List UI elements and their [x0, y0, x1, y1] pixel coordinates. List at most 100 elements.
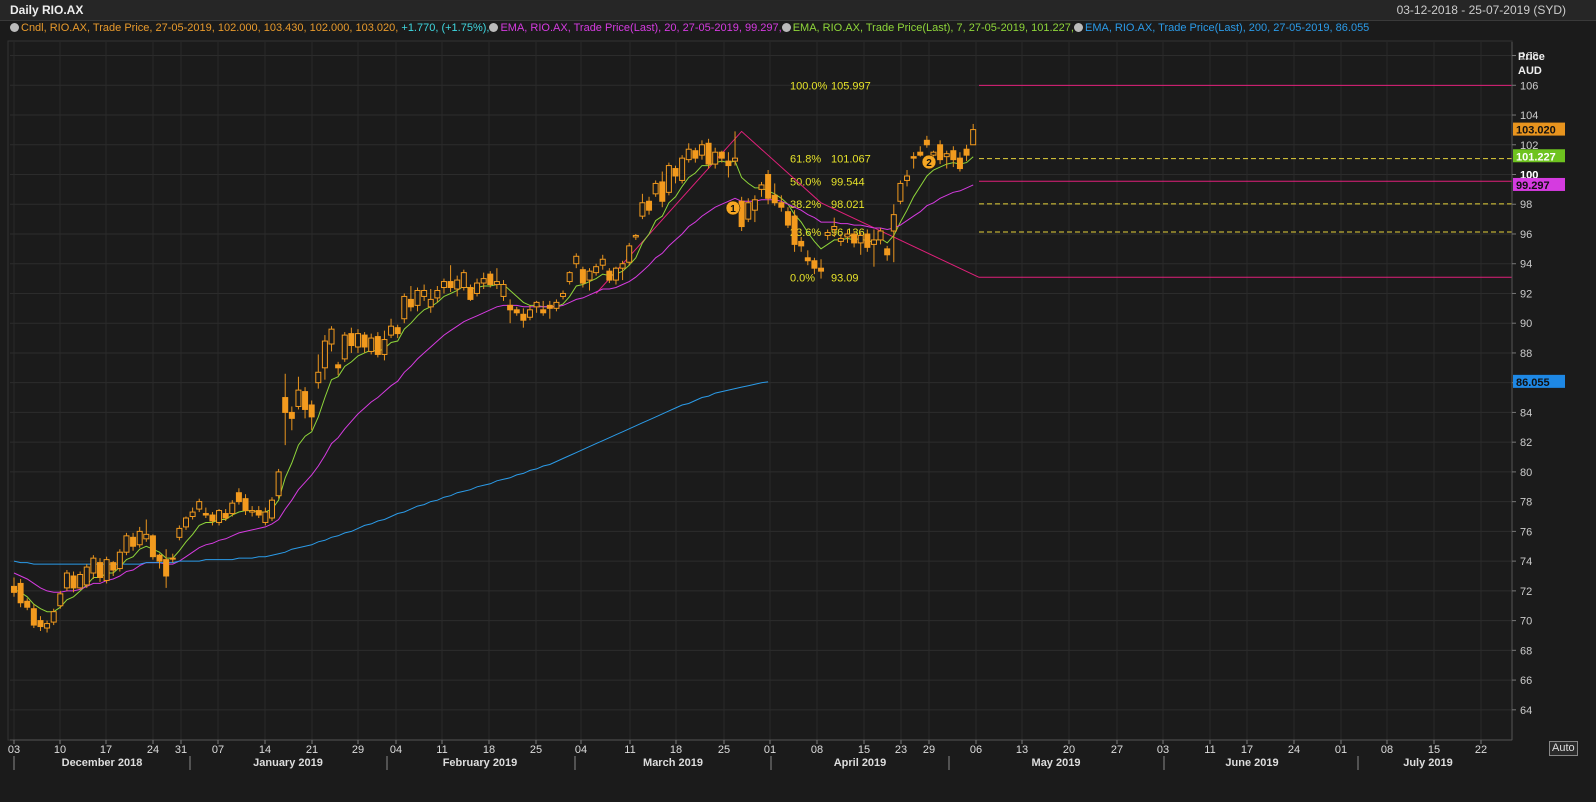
x-tick-label: 15 [858, 744, 870, 756]
month-label: February 2019 [443, 757, 518, 769]
candle-body [732, 157, 739, 162]
candle-body [586, 270, 593, 281]
candle-body [130, 536, 137, 547]
ema200-settings-icon[interactable] [1073, 23, 1083, 32]
candle-body [176, 527, 183, 538]
y-tick-label: 82 [1520, 437, 1532, 449]
candle-body [824, 231, 831, 236]
candle-body [381, 339, 388, 355]
candle-body [143, 533, 150, 540]
candle-body [963, 148, 970, 156]
candle-body [182, 517, 189, 528]
candle-body [209, 514, 216, 522]
candle-body [474, 282, 481, 294]
month-label: April 2019 [834, 757, 887, 769]
y-tick-label: 90 [1520, 318, 1532, 330]
candle-body [851, 233, 858, 244]
x-tick-label: 14 [259, 744, 271, 756]
y-tick-label: 72 [1520, 586, 1532, 598]
month-label: January 2019 [253, 757, 323, 769]
x-tick-label: 07 [212, 744, 224, 756]
candle-body [11, 585, 17, 593]
x-tick-label: 08 [1381, 744, 1393, 756]
candle-body [493, 281, 500, 286]
candle-body [950, 150, 957, 161]
ema20-settings-icon[interactable] [489, 23, 499, 32]
candle-body [77, 574, 84, 589]
x-tick-label: 25 [718, 744, 730, 756]
y-tick-label: 74 [1520, 556, 1532, 568]
candle-body [778, 202, 785, 208]
legend-ema200: EMA, RIO.AX, Trade Price(Last), 200, 27-… [1084, 22, 1370, 34]
candle-body [90, 557, 97, 574]
wave-marker-label: 2 [926, 158, 932, 169]
grid [10, 42, 1512, 740]
fib-level-percent: 23.6% [790, 227, 821, 239]
x-tick-label: 31 [175, 744, 187, 756]
candle-body [447, 281, 454, 289]
candle-body [698, 144, 705, 156]
axis-price-label: Price [1518, 51, 1545, 63]
candle-body [83, 566, 90, 586]
candle-body [804, 257, 811, 262]
candle-body [328, 328, 335, 345]
candle-body [407, 298, 414, 308]
candle-body [434, 289, 441, 299]
candle-body [837, 237, 844, 242]
candle-body [229, 502, 236, 515]
candle-body [368, 337, 375, 352]
y-tick-label: 96 [1520, 229, 1532, 241]
candle-body [679, 157, 686, 181]
last-value-label: 86.055 [1516, 377, 1550, 389]
candle-settings-icon[interactable] [10, 23, 19, 32]
time-axis[interactable]: 03 10 17 24 31 07 14 21 29 04 11 18 25 04 11 18 25 01 08 15… [8, 739, 1512, 770]
legend-ema7: EMA, RIO.AX, Trade Price(Last), 7, 27-05… [792, 22, 1074, 34]
candle-body [361, 334, 368, 348]
candle-body [460, 272, 467, 289]
candle-body [771, 194, 778, 204]
x-tick-label: 03 [1157, 744, 1169, 756]
x-tick-label: 01 [764, 744, 776, 756]
candle-body [295, 389, 302, 407]
auto-scale-button[interactable]: Auto [1549, 741, 1578, 756]
candle-body [255, 510, 262, 516]
candle-body [546, 304, 553, 309]
price-axis[interactable]: 6466687072747678808284868890929496981001… [1511, 42, 1565, 740]
candle-body [401, 295, 408, 320]
candle-body [897, 182, 904, 202]
candle-body [388, 325, 395, 336]
candle-body [831, 226, 838, 231]
candle-body [765, 174, 772, 199]
candle-body [348, 333, 355, 347]
x-tick-label: 11 [624, 744, 635, 756]
x-tick-label: 18 [483, 744, 495, 756]
fib-level-percent: 61.8% [790, 154, 821, 166]
candle-body [890, 214, 897, 232]
fib-level-value: 93.09 [831, 272, 859, 284]
candle-body [553, 301, 560, 309]
candle-body [857, 234, 864, 244]
y-tick-label: 70 [1520, 616, 1532, 628]
candle-body [930, 151, 937, 156]
x-tick-label: 04 [390, 744, 402, 756]
ema7-settings-icon[interactable] [781, 23, 791, 32]
last-value-label: 99.297 [1516, 180, 1550, 192]
x-tick-label: 11 [436, 744, 447, 756]
y-tick-label: 84 [1520, 407, 1532, 419]
wave-marker-label: 1 [730, 204, 736, 215]
x-tick-label: 24 [1288, 744, 1300, 756]
ema-line-200 [13, 381, 769, 565]
candle-body [884, 248, 891, 256]
month-label: March 2019 [643, 757, 703, 769]
candle-body [50, 611, 57, 623]
candle-body [394, 327, 401, 335]
legend-candle: Cndl, RIO.AX, Trade Price, 27-05-2019, 1… [21, 22, 399, 34]
candle-body [268, 499, 275, 519]
candle-body [57, 593, 64, 607]
y-tick-label: 88 [1520, 348, 1532, 360]
candle-body [341, 334, 348, 360]
candle-body [923, 139, 930, 146]
chart-title: Daily RIO.AX [10, 3, 84, 17]
candle-body [507, 304, 514, 311]
